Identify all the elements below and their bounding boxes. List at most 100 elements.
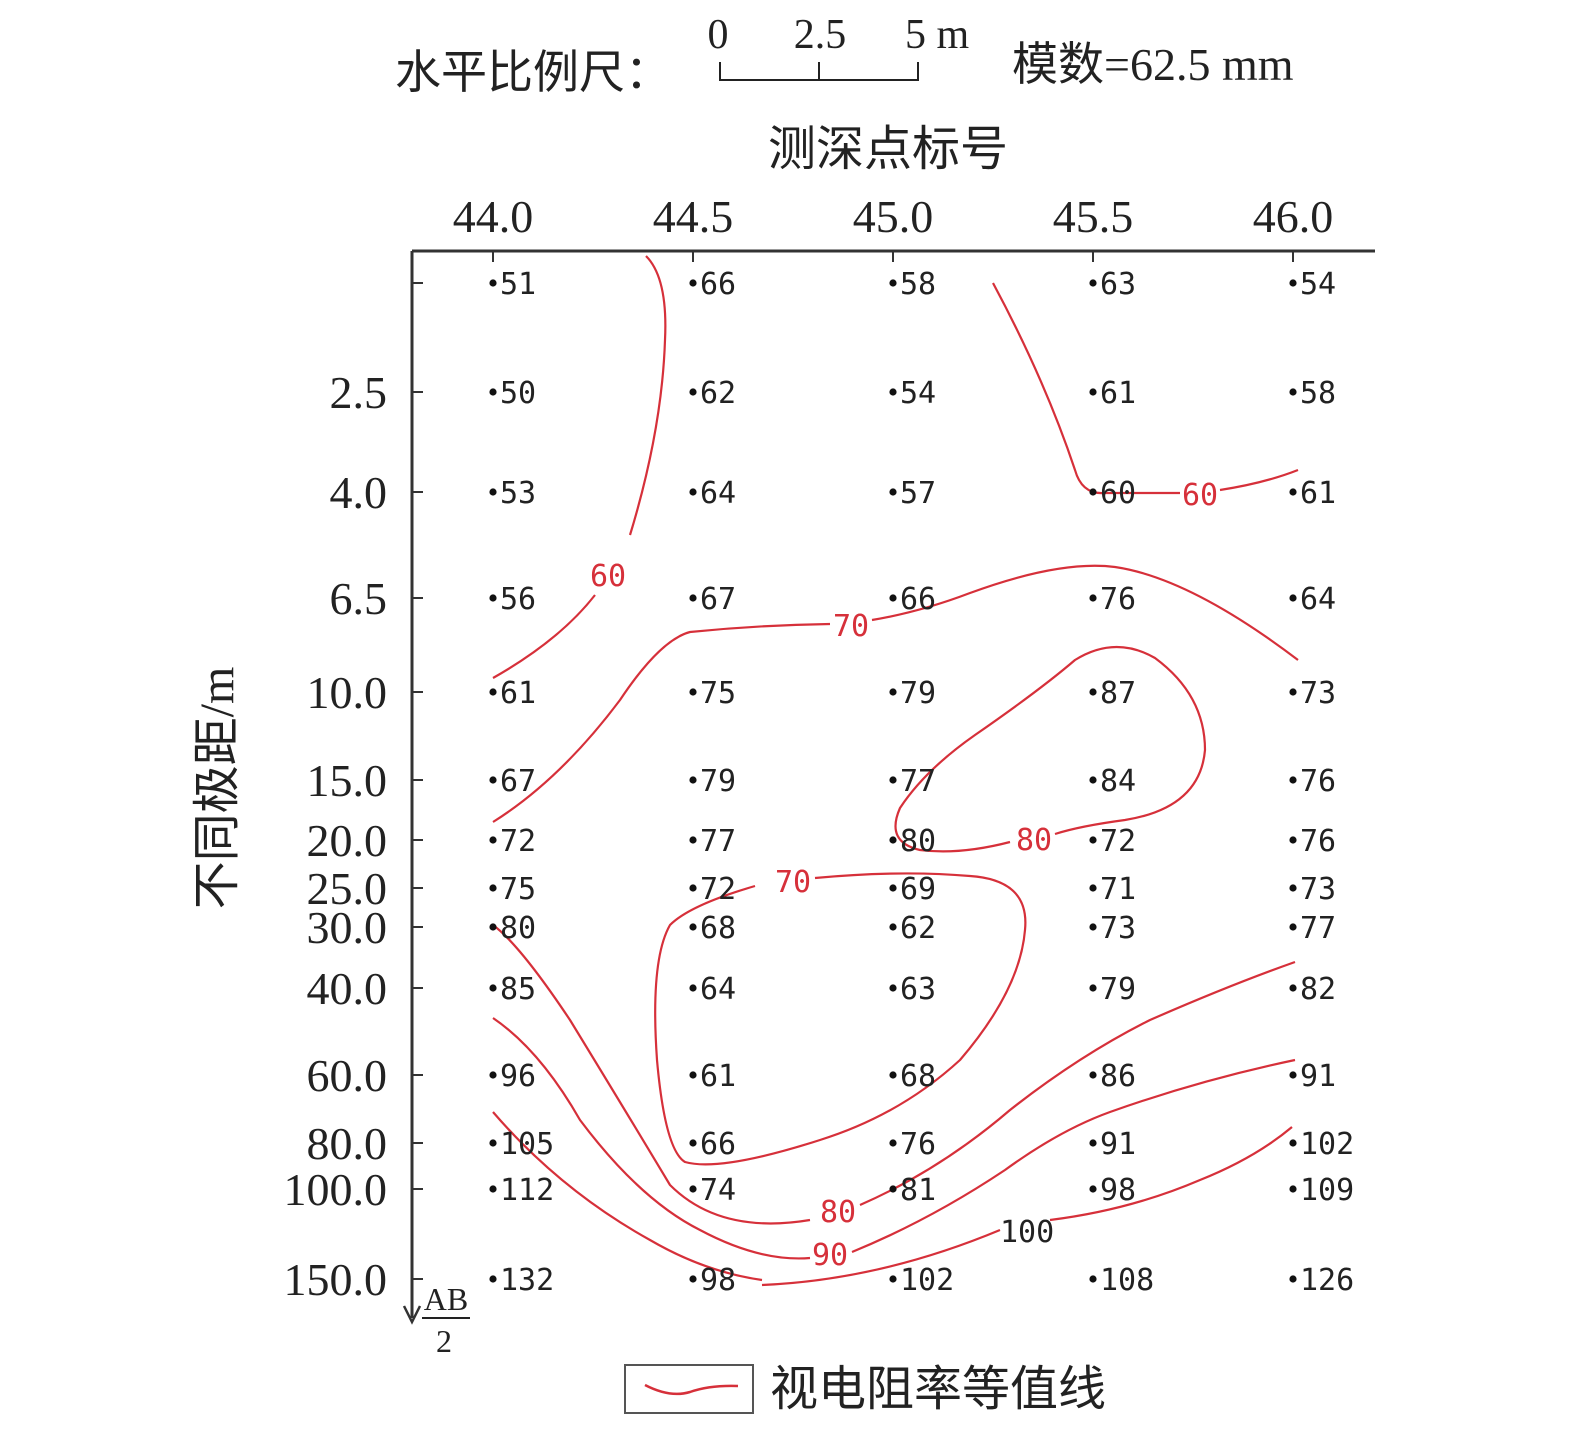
contour-label-100: 100 [1000,1215,1054,1250]
data-point [1089,488,1097,496]
y-tick-label: 40.0 [307,963,388,1014]
scale-bar-label: 水平比例尺： [395,47,671,98]
data-point-value: 91 [1100,1127,1136,1162]
data-points: 51 66 58 63 54 50 62 54 61 58 53 64 57 60 61 56 67 66 76 64… [489,267,1354,1298]
data-point [889,884,897,892]
data-point [1089,388,1097,396]
data-point-value: 60 [1100,476,1136,511]
legend-box [624,1364,754,1414]
data-point [1289,1071,1297,1079]
y-tick-label: 6.5 [330,573,388,624]
data-point-value: 87 [1100,676,1136,711]
x-axis-tick-labels: 44.0 44.5 45.0 45.5 46.0 [453,191,1334,262]
data-point [489,1185,497,1193]
y-tick-label: 10.0 [307,667,388,718]
data-point [1289,688,1297,696]
data-point [689,1139,697,1147]
data-point [1289,1275,1297,1283]
data-point [889,388,897,396]
y-tick-label: 15.0 [307,755,388,806]
data-point [889,1275,897,1283]
data-point-value: 68 [900,1059,936,1094]
y-tick-label: 60.0 [307,1050,388,1101]
y-tick-label: 100.0 [284,1164,388,1215]
data-point [1289,923,1297,931]
data-point-value: 62 [700,376,736,411]
data-point [1089,1275,1097,1283]
data-point-value: 76 [900,1127,936,1162]
contour-90-b [851,1058,1296,1254]
data-point [889,594,897,602]
data-point [1289,388,1297,396]
x-tick-label: 44.0 [453,191,534,242]
data-point-value: 58 [900,267,936,302]
data-point [489,984,497,992]
data-point-value: 74 [700,1173,736,1208]
data-point-value: 50 [500,376,536,411]
x-axis-title: 测深点标号 [768,123,1008,176]
data-point-value: 98 [700,1263,736,1298]
data-point [489,279,497,287]
y-tick-label: 20.0 [307,815,388,866]
data-point [889,984,897,992]
data-point [889,1139,897,1147]
data-point [889,836,897,844]
data-point [689,836,697,844]
data-point [1289,776,1297,784]
data-point [1089,688,1097,696]
y-tick-label: 150.0 [284,1254,388,1305]
data-point [689,388,697,396]
data-point [689,1071,697,1079]
data-point-value: 126 [1300,1263,1354,1298]
data-point [889,923,897,931]
y-tick-label: 25.0 [307,863,388,914]
data-point-value: 69 [900,872,936,907]
contour-98-a [492,1111,763,1282]
data-point-value: 79 [700,764,736,799]
data-point [889,488,897,496]
x-tick-label: 46.0 [1253,191,1334,242]
data-point-value: 53 [500,476,536,511]
data-point [1089,279,1097,287]
data-point [1289,594,1297,602]
data-point [489,884,497,892]
data-point-value: 98 [1100,1173,1136,1208]
data-point-value: 72 [1100,824,1136,859]
contour-90-a [492,1017,811,1260]
data-point-value: 108 [1100,1263,1154,1298]
contour-label-60-left: 60 [590,559,626,594]
legend-line-icon [644,1383,739,1396]
ab-half-numerator: AB [424,1281,468,1317]
data-point [689,923,697,931]
y-tick-label: 4.0 [330,467,388,518]
data-point-value: 64 [700,972,736,1007]
data-point [889,688,897,696]
data-point-value: 58 [1300,376,1336,411]
data-point-value: 54 [900,376,936,411]
contour-80-lower-a [492,924,811,1225]
data-point-value: 51 [500,267,536,302]
data-point [1089,884,1097,892]
legend-label: 视电阻率等值线 [770,1363,1106,1416]
contour-60-lower-left [492,594,596,679]
data-point-value: 61 [500,676,536,711]
contour-label-90: 90 [812,1238,848,1273]
contour-70-upper-a [492,622,831,823]
contour-60-right-b [1219,468,1299,492]
data-point [489,1275,497,1283]
data-point-value: 75 [700,676,736,711]
data-point-value: 63 [1100,267,1136,302]
data-point [689,1275,697,1283]
scale-bar-line [719,62,919,81]
contour-70-upper-b [871,564,1299,661]
y-axis-arrow-icon [402,1305,422,1325]
contour-70-closed [654,872,1027,1166]
data-point [489,388,497,396]
data-point-value: 80 [900,824,936,859]
legend: 视电阻率等值线 [624,1363,1106,1416]
data-point-value: 81 [900,1173,936,1208]
x-tick-label: 44.5 [653,191,734,242]
data-point-value: 68 [700,911,736,946]
